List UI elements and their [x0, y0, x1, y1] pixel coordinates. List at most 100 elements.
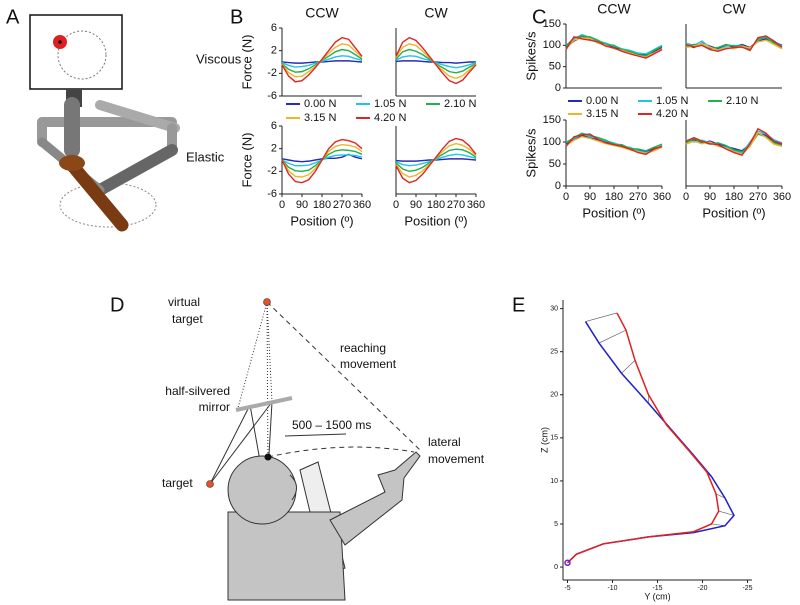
x-tick-label: 360	[653, 191, 671, 203]
x-tick-label: 360	[467, 199, 485, 211]
y-tick-label: 100	[543, 39, 561, 51]
hatch	[718, 510, 735, 516]
sight-line	[266, 301, 269, 471]
diagram-label: half-silvered	[165, 384, 230, 398]
sight-line	[266, 301, 273, 403]
legend-label: 4.20 N	[656, 108, 688, 120]
y-axis-label: Spikes/s	[523, 31, 538, 81]
y-tick-label: 10	[550, 478, 558, 485]
data-line	[395, 137, 477, 184]
hatch	[621, 360, 636, 374]
y-tick-label: -2	[267, 165, 277, 177]
x-tick-label: 90	[584, 191, 596, 203]
chart-title: CW	[424, 5, 448, 21]
y-tick-label: 25	[550, 349, 558, 356]
setup-diagram	[206, 298, 421, 601]
data-line	[395, 36, 477, 85]
diagram-label: mirror	[199, 400, 230, 414]
y-tick-label: 0	[554, 564, 558, 571]
sight-line	[209, 404, 251, 485]
diagram-label: reaching	[340, 341, 386, 355]
y-tick-label: 15	[550, 435, 558, 442]
data-line	[281, 55, 363, 68]
diagram-label: 500 – 1500 ms	[292, 418, 371, 432]
data-line	[395, 153, 477, 167]
y-tick-label: -6	[267, 188, 277, 200]
y-tick-label: 0	[555, 180, 561, 192]
hatch	[598, 329, 627, 344]
chart-title: CCW	[597, 1, 631, 17]
x-axis-label: Position (º)	[290, 213, 353, 228]
start-marker	[564, 559, 571, 567]
apparatus-diagram	[29, 14, 180, 232]
y-tick-label: -2	[267, 67, 277, 79]
legend-label: 0.00 N	[586, 95, 618, 107]
legend-label: 3.15 N	[586, 108, 618, 120]
chart-title: CCW	[305, 5, 339, 21]
data-line	[565, 35, 663, 59]
panel-label: B	[230, 6, 243, 28]
fixation-dot	[264, 453, 272, 461]
x-tick-label: 90	[410, 199, 422, 211]
data-line	[685, 127, 783, 157]
data-line	[685, 132, 783, 152]
x-tick-label: 0	[683, 191, 689, 203]
data-line	[566, 321, 735, 564]
y-tick-label: 150	[543, 114, 561, 126]
y-tick-label: 0	[555, 82, 561, 94]
y-tick-label: -6	[267, 90, 277, 102]
timing-bar	[284, 433, 347, 437]
forearm	[65, 158, 129, 232]
y-tick-label: 2	[271, 143, 277, 155]
head	[227, 455, 297, 525]
y-tick-label: 50	[549, 158, 561, 170]
mirror	[235, 396, 293, 412]
data-line	[565, 135, 663, 155]
legend-label: 4.20 N	[374, 112, 406, 124]
x-tick-label: -20	[697, 585, 707, 592]
target-dot	[206, 480, 214, 488]
hatch	[585, 312, 618, 322]
data-line	[566, 312, 720, 564]
data-line	[565, 133, 663, 156]
y-axis-label: Z (cm)	[539, 427, 549, 453]
data-line	[685, 131, 783, 156]
x-tick-label: 360	[353, 199, 371, 211]
sight-line	[237, 301, 268, 409]
x-tick-label: -5	[564, 585, 570, 592]
diagram-label: movement	[428, 452, 485, 466]
y-axis-label: Force (N)	[239, 35, 254, 90]
panel-label: C	[532, 6, 546, 28]
legend-label: 1.05 N	[374, 98, 406, 110]
data-line	[685, 36, 783, 51]
y-tick-label: 6	[271, 120, 277, 132]
y-axis-label: Spikes/s	[523, 128, 538, 178]
x-tick-label: 270	[333, 199, 351, 211]
y-tick-label: 5	[554, 521, 558, 528]
panel-label: D	[110, 294, 124, 316]
legend-label: 1.05 N	[656, 95, 688, 107]
diagram-label: lateral	[428, 435, 461, 449]
torso	[227, 511, 346, 601]
panel-label: A	[6, 6, 20, 28]
data-line	[565, 33, 663, 55]
data-line	[565, 133, 663, 154]
hatch	[711, 523, 726, 527]
x-tick-label: 0	[279, 199, 285, 211]
x-tick-label: 0	[393, 199, 399, 211]
legend-label: 2.10 N	[726, 95, 758, 107]
x-tick-label: -25	[742, 585, 752, 592]
right-arm	[329, 451, 421, 546]
x-tick-label: 180	[725, 191, 743, 203]
data-line	[281, 138, 363, 184]
chart-title: CW	[722, 1, 746, 17]
hand	[59, 155, 85, 171]
panel-label: E	[512, 294, 525, 316]
y-axis-label: Force (N)	[239, 133, 254, 188]
y-tick-label: 50	[549, 61, 561, 73]
nose	[289, 474, 297, 501]
data-line	[685, 133, 783, 153]
diagram-label: virtual	[168, 295, 200, 309]
y-tick-label: 2	[271, 45, 277, 57]
